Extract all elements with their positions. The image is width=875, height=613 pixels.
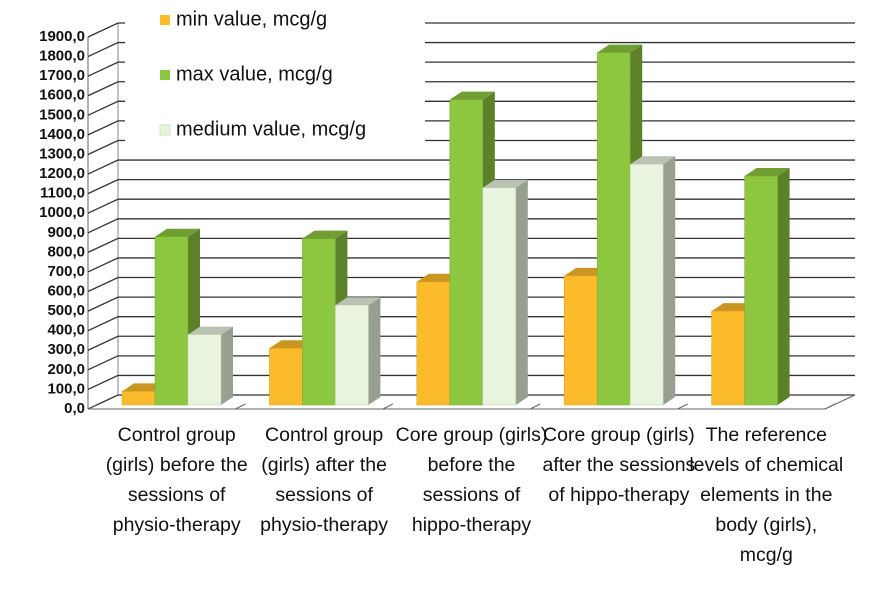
legend-swatch [160, 15, 170, 25]
y-tick-label: 1500,0 [39, 106, 85, 123]
bar-top [597, 44, 643, 53]
y-tick-label: 700,0 [47, 263, 85, 280]
x-tick-label: Core group (girls) before the sessions o… [395, 424, 548, 536]
y-tick-label: 600,0 [47, 282, 85, 299]
bar-front [121, 391, 156, 406]
bar-side [663, 156, 676, 405]
y-tick-label: 100,0 [47, 380, 85, 397]
bar-front [629, 164, 664, 406]
grid-line [87, 22, 855, 38]
bar-top [155, 228, 200, 237]
y-tick-label: 1900,0 [39, 28, 85, 45]
legend-swatch [160, 70, 170, 80]
bar-front [449, 99, 484, 406]
x-tick-label: The reference levels of chemical element… [689, 424, 844, 566]
y-tick-label: 1400,0 [39, 126, 85, 143]
y-tick-label: 1000,0 [39, 204, 85, 221]
bar-front [596, 52, 631, 406]
y-tick-label: 1200,0 [39, 165, 85, 182]
legend-bg [125, 0, 425, 150]
bar [744, 168, 790, 406]
bar-front [744, 175, 778, 406]
floor-tick [235, 403, 246, 410]
bar-top [302, 230, 348, 239]
bar-front [154, 236, 189, 406]
bar [482, 179, 528, 406]
bar-front [269, 348, 303, 406]
y-tick-label: 500,0 [47, 302, 85, 319]
bar-top [449, 91, 495, 100]
y-tick-label: 800,0 [47, 243, 85, 260]
bar-side [221, 326, 233, 405]
floor-tick [529, 403, 541, 410]
bar-side [777, 168, 790, 405]
legend-label: medium value, mcg/g [176, 118, 366, 140]
bar-top [335, 297, 381, 306]
x-tick-label: Control group (girls) before the session… [105, 424, 248, 536]
bar-side [368, 297, 381, 405]
legend-label: max value, mcg/g [176, 63, 333, 85]
x-tick-label: Core group (girls) after the sessions of… [542, 424, 696, 506]
y-tick-label: 1300,0 [39, 145, 85, 162]
floor-tick [382, 403, 394, 410]
y-tick-label: 1700,0 [39, 67, 85, 84]
bar-front [482, 187, 517, 406]
bar [629, 156, 676, 406]
bar-top [744, 168, 790, 177]
floor-tick [677, 403, 688, 410]
bar-front [302, 238, 336, 406]
bar [335, 297, 381, 406]
y-tick-label: 1100,0 [40, 185, 85, 202]
x-tick-label: Control group (girls) after the sessions… [260, 424, 389, 536]
bar-top [482, 179, 528, 188]
legend-swatch [159, 124, 171, 136]
bar-top [630, 156, 676, 165]
y-tick-label: 300,0 [47, 341, 85, 358]
bar-front [416, 281, 451, 406]
bar-top [188, 326, 233, 335]
bar [187, 326, 233, 406]
bar-side [515, 179, 528, 405]
y-tick-label: 200,0 [47, 361, 85, 378]
bar-front [563, 275, 598, 406]
y-tick-label: 400,0 [47, 322, 85, 339]
legend-label: min value, mcg/g [176, 8, 327, 30]
y-tick-label: 1800,0 [39, 48, 85, 65]
floor-tick [824, 403, 836, 410]
grid-line [87, 41, 855, 58]
y-tick-label: 1600,0 [39, 87, 85, 104]
bar-front [335, 304, 369, 406]
bar-front [711, 310, 745, 406]
y-tick-label: 0,0 [64, 400, 85, 417]
y-tick-label: 900,0 [47, 224, 85, 241]
floor-tick [87, 403, 99, 410]
bar-front [187, 334, 222, 406]
